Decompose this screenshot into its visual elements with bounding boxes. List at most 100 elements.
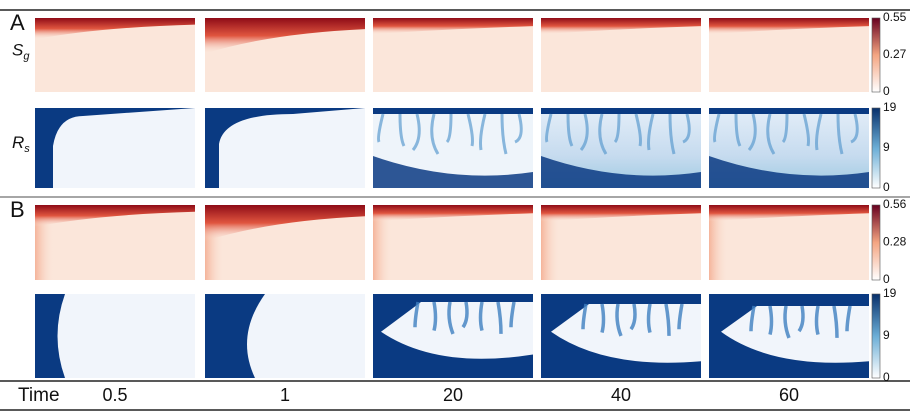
colorbar-tick-label: 19 xyxy=(883,100,897,114)
saturation-plume xyxy=(541,205,701,222)
salt-finger xyxy=(797,305,805,333)
salt-finger xyxy=(768,305,774,335)
salt-bottom xyxy=(541,156,701,188)
salt-finger xyxy=(398,113,406,147)
colorbar xyxy=(871,204,881,281)
panel-label: A xyxy=(10,10,25,35)
salt-finger xyxy=(713,113,721,143)
time-value: 60 xyxy=(779,385,799,405)
salt-finger xyxy=(500,113,508,155)
row-label: Sg xyxy=(12,41,30,62)
colorbar xyxy=(871,17,881,93)
saturation-plume xyxy=(35,18,195,40)
saturation-plume xyxy=(373,205,533,222)
salt-finger xyxy=(682,113,691,144)
time-value: 20 xyxy=(443,385,463,405)
saturation-edge xyxy=(541,205,561,280)
salt-top xyxy=(373,108,533,114)
salt-finger xyxy=(766,113,776,155)
salt-finger xyxy=(734,113,742,147)
salt-finger xyxy=(461,301,469,329)
saturation-edge xyxy=(373,205,393,280)
salt-finger xyxy=(836,113,844,155)
salt-free-zone xyxy=(219,108,365,188)
salt-finger xyxy=(668,113,676,155)
salt-finger xyxy=(598,113,608,155)
salt-finger xyxy=(413,301,420,328)
saturation-plume xyxy=(35,205,195,227)
colorbar-tick-label: 0 xyxy=(883,370,890,384)
salt-finger xyxy=(783,305,791,339)
colorbar-tick-label: 0.28 xyxy=(883,235,907,249)
colorbar-tick-label: 0.27 xyxy=(883,47,907,61)
colorbar-tick-label: 0 xyxy=(883,180,890,194)
salt-finger xyxy=(647,113,655,151)
salt-finger xyxy=(814,305,820,335)
salt-finger xyxy=(677,303,684,330)
panel-label: B xyxy=(10,197,25,222)
saturation-plume xyxy=(709,18,869,35)
salt-finger xyxy=(615,303,623,337)
salt-finger xyxy=(600,303,606,333)
salt-finger xyxy=(781,113,789,144)
saturation-plume xyxy=(205,205,365,241)
row-subscript: g xyxy=(23,50,30,62)
saturation-plume xyxy=(709,205,869,222)
salt-finger xyxy=(514,113,523,144)
salt-free-zone xyxy=(53,108,195,188)
time-label: Time xyxy=(18,385,60,406)
salt-finger xyxy=(545,113,553,143)
row-symbol: S xyxy=(12,41,24,60)
salt-free-zone xyxy=(57,294,195,378)
salt-finger xyxy=(629,303,637,331)
saturation-plume xyxy=(373,18,533,35)
salt-free-zone xyxy=(721,306,869,363)
salt-finger xyxy=(815,113,823,151)
salt-free-zone xyxy=(247,294,365,378)
salt-finger xyxy=(478,301,484,331)
salt-finger xyxy=(634,113,642,147)
salt-finger xyxy=(802,113,810,147)
salt-finger xyxy=(496,301,503,334)
row-label: Rs xyxy=(12,133,30,154)
salt-free-zone xyxy=(381,302,533,359)
salt-bottom xyxy=(373,156,533,188)
time-value: 40 xyxy=(611,385,631,405)
salt-bottom xyxy=(709,156,869,188)
salt-finger xyxy=(747,113,757,151)
colorbar-tick-label: 19 xyxy=(883,286,897,300)
colorbar-tick-label: 0.56 xyxy=(883,197,907,211)
saturation-plume xyxy=(205,18,365,54)
salt-finger xyxy=(749,305,756,332)
salt-finger xyxy=(479,113,487,151)
saturation-edge xyxy=(709,205,729,280)
salt-finger xyxy=(411,113,421,151)
salt-finger xyxy=(430,113,440,155)
salt-finger xyxy=(646,303,652,333)
salt-finger xyxy=(664,303,671,336)
colorbar-tick-label: 9 xyxy=(883,328,890,342)
saturation-plume xyxy=(541,18,701,35)
time-value: 1 xyxy=(280,385,290,405)
colorbar xyxy=(871,107,881,189)
colorbar-tick-label: 9 xyxy=(883,140,890,154)
colorbar-tick-label: 0 xyxy=(883,84,890,98)
salt-finger xyxy=(581,303,588,330)
salt-top xyxy=(709,108,869,114)
colorbar-tick-label: 0.55 xyxy=(883,10,907,24)
salt-finger xyxy=(845,305,852,332)
salt-finger xyxy=(377,113,385,143)
salt-finger xyxy=(566,113,574,147)
salt-finger xyxy=(832,305,839,338)
row-subscript: s xyxy=(24,143,30,155)
time-value: 0.5 xyxy=(102,385,127,405)
colorbar xyxy=(871,293,881,379)
colorbar-tick-label: 0 xyxy=(883,272,890,286)
row-symbol: R xyxy=(12,133,24,152)
salt-finger xyxy=(579,113,589,151)
salt-finger xyxy=(432,301,438,331)
salt-finger xyxy=(509,301,516,328)
salt-finger xyxy=(447,301,455,335)
salt-free-zone xyxy=(551,304,701,363)
